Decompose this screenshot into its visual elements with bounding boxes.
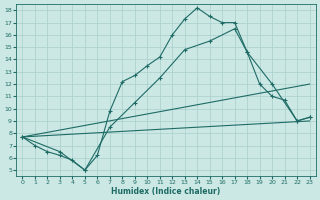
- X-axis label: Humidex (Indice chaleur): Humidex (Indice chaleur): [111, 187, 221, 196]
